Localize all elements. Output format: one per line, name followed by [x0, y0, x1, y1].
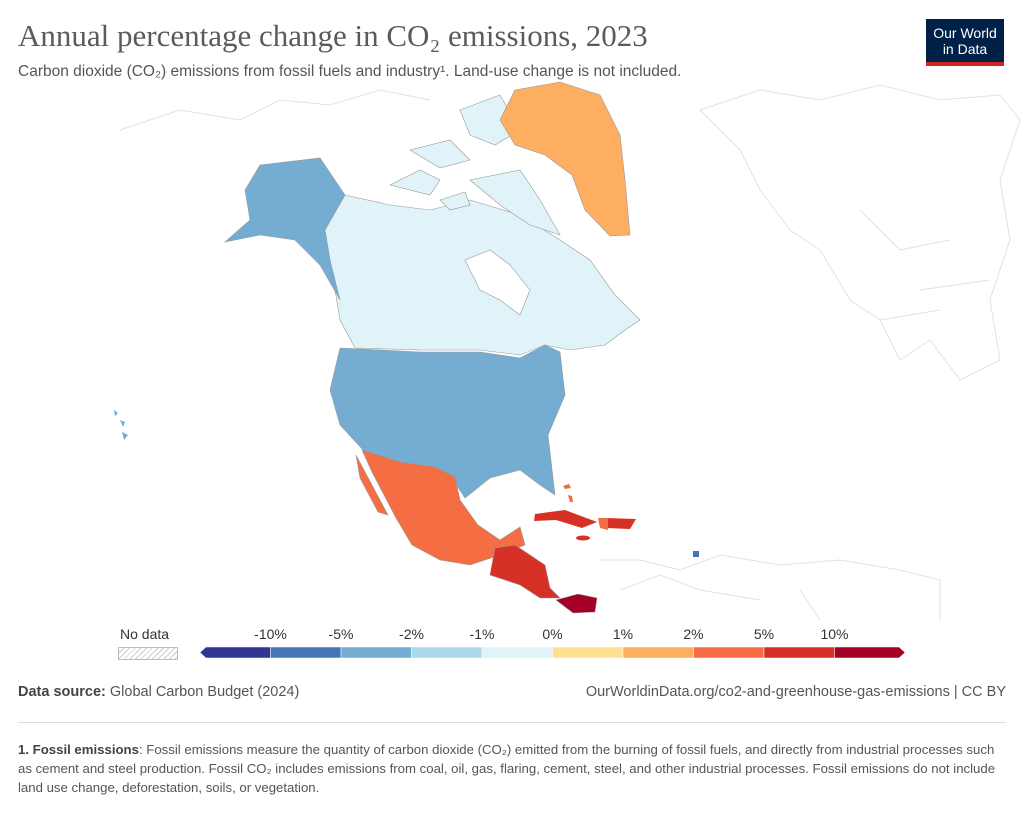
footnote-title: 1. Fossil emissions — [18, 742, 139, 757]
region-jamaica[interactable] — [576, 535, 590, 541]
data-source: Data source: Global Carbon Budget (2024) — [18, 684, 299, 700]
map — [114, 81, 1021, 620]
hudson-bay — [464, 249, 531, 316]
background-land — [119, 84, 1021, 620]
region-cuba[interactable] — [534, 510, 597, 528]
legend-tick-label: -10% — [254, 626, 287, 642]
color-legend — [199, 646, 906, 659]
legend-tick-label: -1% — [469, 626, 495, 642]
legend-tick-label: 5% — [753, 626, 775, 642]
region-central-america[interactable] — [489, 544, 561, 599]
legend-tick-label: -5% — [328, 626, 354, 642]
region-trinidad[interactable] — [693, 551, 699, 557]
legend-bin[interactable] — [411, 646, 483, 659]
legend-bin[interactable] — [834, 646, 906, 659]
source-value: Global Carbon Budget (2024) — [109, 684, 300, 700]
source-label: Data source: — [18, 684, 106, 700]
legend-tick-label: 0% — [542, 626, 563, 642]
footnote-text: : Fossil emissions measure the quantity … — [18, 742, 996, 795]
region-bahamas[interactable] — [563, 484, 573, 502]
divider — [18, 722, 1006, 723]
chart-subtitle: Carbon dioxide (CO₂) emissions from foss… — [18, 63, 682, 80]
region-mexico[interactable] — [355, 449, 526, 566]
legend-bin[interactable] — [340, 646, 412, 659]
chart-title: Annual percentage change in CO₂ emission… — [18, 18, 648, 53]
legend-bin[interactable] — [622, 646, 694, 659]
owid-logo[interactable]: Our World in Data — [926, 19, 1004, 66]
legend-tick-label: -2% — [399, 626, 424, 642]
region-hispaniola[interactable] — [606, 518, 636, 529]
legend-bin[interactable] — [199, 646, 271, 659]
legend-tick-label: 1% — [612, 626, 634, 642]
legend-bin[interactable] — [552, 646, 624, 659]
region-hawaii[interactable] — [114, 410, 128, 440]
logo-line1: Our World — [933, 24, 997, 41]
legend-bin[interactable] — [763, 646, 835, 659]
legend-bin[interactable] — [270, 646, 342, 659]
no-data-swatch — [118, 647, 178, 660]
region-alaska[interactable] — [223, 157, 346, 301]
source-url[interactable]: OurWorldinData.org/co2-and-greenhouse-ga… — [585, 684, 1006, 700]
legend-tick-label: 2% — [683, 626, 704, 642]
legend-bin[interactable] — [693, 646, 765, 659]
region-panama[interactable] — [555, 593, 598, 614]
region-greenland[interactable] — [499, 81, 631, 237]
legend-bin[interactable] — [481, 646, 553, 659]
no-data-label: No data — [120, 626, 170, 642]
legend-tick-label: 10% — [820, 626, 849, 642]
footnote: 1. Fossil emissions: Fossil emissions me… — [18, 740, 1008, 797]
logo-line2: in Data — [942, 40, 988, 57]
region-haiti[interactable] — [598, 518, 608, 530]
